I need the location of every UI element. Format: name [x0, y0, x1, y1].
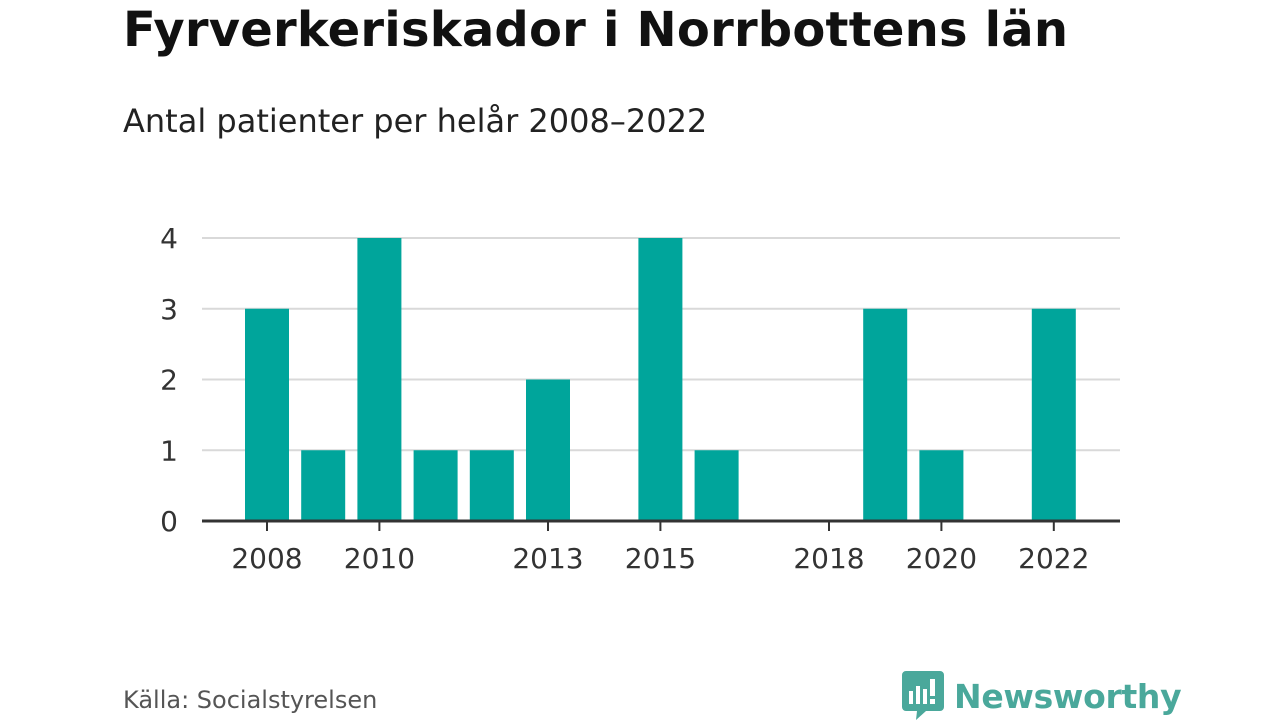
chart-title: Fyrverkeriskador i Norrbottens län: [123, 2, 1069, 58]
y-axis-ticks: 0 1 2 3 4: [160, 222, 178, 538]
bar-2019: [863, 308, 908, 521]
x-tick-label: 2018: [793, 542, 864, 575]
brand-logo: Newsworthy: [902, 671, 1182, 721]
bar-2010: [357, 238, 402, 521]
brand-name: Newsworthy: [954, 676, 1182, 716]
source-note: Källa: Socialstyrelsen: [123, 686, 378, 714]
bar-2022: [1031, 308, 1076, 521]
bar-2012: [469, 450, 514, 521]
y-tick-label: 4: [160, 222, 178, 255]
x-tick-label: 2013: [512, 542, 583, 575]
x-tick-label: 2020: [906, 542, 977, 575]
chart-subtitle: Antal patienter per helår 2008–2022: [123, 102, 708, 140]
x-tick-label: 2008: [231, 542, 302, 575]
x-tick-label: 2015: [625, 542, 696, 575]
bar-2016: [694, 450, 739, 521]
y-tick-label: 2: [160, 364, 178, 397]
bar-2015: [638, 238, 683, 521]
bar-2020: [919, 450, 964, 521]
bar-2008: [245, 308, 289, 521]
bar-chart: 0 1 2 3 4 2008 2010 2013 2015 2018 2020 2022: [160, 222, 1120, 575]
y-tick-label: 1: [160, 434, 178, 467]
x-axis-ticks: 2008 2010 2013 2015 2018 2020 2022: [231, 521, 1089, 575]
y-tick-label: 0: [160, 505, 178, 538]
bar-2013: [526, 379, 570, 521]
bar-2009: [301, 450, 346, 521]
y-tick-label: 3: [160, 293, 178, 326]
bar-2011: [413, 450, 458, 521]
bars: [245, 238, 1076, 521]
x-tick-label: 2010: [344, 542, 415, 575]
x-tick-label: 2022: [1018, 542, 1089, 575]
newsworthy-logo-icon: [902, 671, 944, 720]
